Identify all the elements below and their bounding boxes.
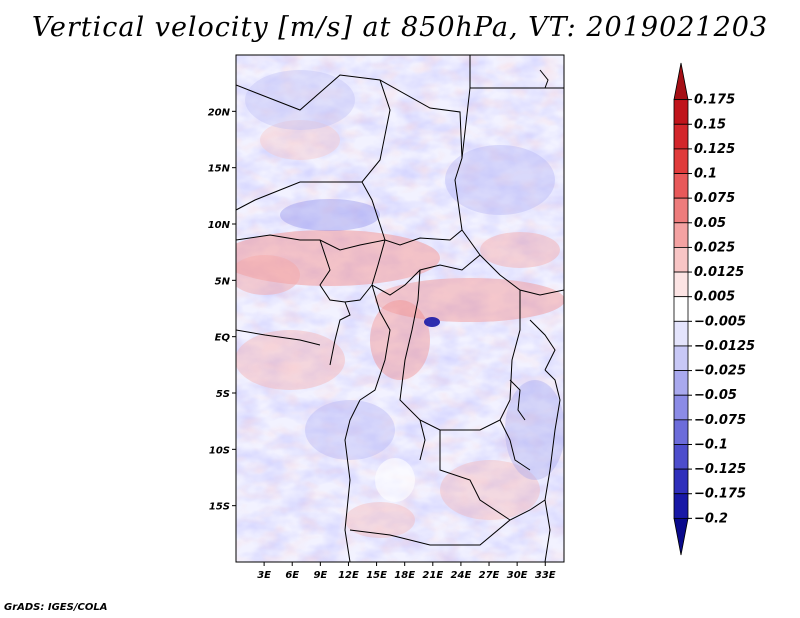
colorbar-label: 0.1 bbox=[694, 167, 717, 182]
colorbar-swatch bbox=[673, 419, 689, 445]
colorbar-label: 0.175 bbox=[694, 93, 735, 108]
colorbar-swatch bbox=[673, 99, 689, 125]
grads-credit: GrADS: IGES/COLA bbox=[4, 602, 108, 613]
lon-label: 30E bbox=[507, 570, 528, 581]
colorbar-label: 0.075 bbox=[694, 191, 735, 206]
colorbar-swatch bbox=[673, 444, 689, 470]
lon-label: 21E bbox=[422, 570, 443, 581]
colorbar-label: −0.075 bbox=[694, 413, 746, 428]
colorbar-label: −0.025 bbox=[694, 364, 746, 379]
plot-title: Vertical velocity [m/s] at 850hPa, VT: 2… bbox=[31, 12, 769, 43]
lon-label: 6E bbox=[285, 570, 299, 581]
velocity-field bbox=[236, 55, 564, 562]
colorbar-swatch bbox=[673, 320, 689, 347]
colorbar-label: −0.175 bbox=[694, 487, 746, 502]
lat-label: 15N bbox=[208, 164, 231, 175]
colorbar-swatch bbox=[673, 148, 689, 174]
colorbar-label: 0.15 bbox=[694, 117, 726, 132]
colorbar-label: −0.0125 bbox=[694, 339, 755, 354]
lon-label: 24E bbox=[451, 570, 472, 581]
colorbar-label: 0.125 bbox=[694, 142, 735, 157]
colorbar-swatch bbox=[673, 468, 689, 495]
latitude-axis: 20N 15N 10N 5N EQ 5S 10S 15S bbox=[208, 107, 236, 513]
lon-label: 27E bbox=[479, 570, 500, 581]
lon-label: 18E bbox=[394, 570, 415, 581]
lat-label: EQ bbox=[215, 333, 231, 344]
colorbar-label: −0.005 bbox=[694, 314, 746, 329]
lat-label: 10S bbox=[209, 445, 230, 456]
lat-label: 5S bbox=[216, 389, 230, 400]
colorbar-swatch bbox=[673, 247, 689, 273]
lon-label: 12E bbox=[338, 570, 359, 581]
colorbar-swatch bbox=[673, 197, 689, 224]
map-frame bbox=[235, 54, 565, 563]
lon-label: 15E bbox=[366, 570, 387, 581]
colorbar-label: −0.1 bbox=[694, 437, 728, 452]
colorbar: 0.175 0.15 0.125 0.1 0.075 0.05 0.025 0.0125 0.0… bbox=[673, 62, 755, 556]
lon-label: 33E bbox=[535, 570, 556, 581]
colorbar-swatch bbox=[673, 173, 689, 199]
lon-label: 9E bbox=[313, 570, 327, 581]
colorbar-swatch bbox=[673, 123, 689, 150]
colorbar-swatch bbox=[673, 493, 689, 519]
lat-label: 15S bbox=[209, 502, 230, 513]
colorbar-swatch bbox=[673, 517, 689, 556]
country-borders bbox=[236, 55, 564, 562]
colorbar-label: −0.125 bbox=[694, 462, 746, 477]
longitude-axis: 3E 6E 9E 12E 15E 18E 21E 24E 27E 30E 33E bbox=[257, 562, 556, 581]
lat-label: 20N bbox=[208, 107, 231, 118]
colorbar-swatch bbox=[673, 370, 689, 396]
colorbar-swatch bbox=[673, 62, 689, 101]
colorbar-label: 0.005 bbox=[694, 290, 735, 305]
lat-label: 5N bbox=[215, 276, 231, 287]
colorbar-swatch bbox=[673, 222, 689, 248]
lat-label: 10N bbox=[208, 220, 231, 231]
colorbar-label: −0.2 bbox=[694, 511, 728, 526]
colorbar-label: 0.0125 bbox=[694, 265, 744, 280]
lon-label: 3E bbox=[257, 570, 271, 581]
colorbar-swatch bbox=[673, 394, 689, 421]
colorbar-label: 0.05 bbox=[694, 216, 726, 231]
colorbar-swatch bbox=[673, 345, 689, 371]
colorbar-label: 0.025 bbox=[694, 240, 735, 255]
colorbar-swatch bbox=[673, 271, 689, 298]
colorbar-label: −0.05 bbox=[694, 388, 737, 403]
colorbar-swatch bbox=[673, 296, 689, 322]
